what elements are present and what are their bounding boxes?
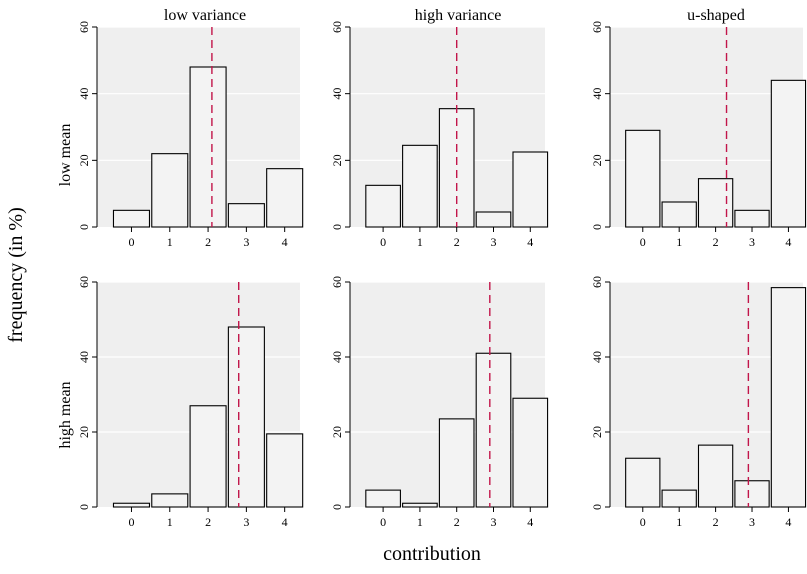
panel-r2-c2-bar-0 [365, 489, 401, 508]
panel-r2-c3-xtick-label-4: 4 [785, 515, 791, 529]
panel-r1-c2-bar-2 [438, 108, 475, 228]
panel-r1-c3-bar-2 [697, 178, 734, 228]
panel-r2-c1-bar-1 [151, 493, 189, 508]
panel-r2-c2-bar-3 [475, 352, 512, 508]
panel-r2-c2-xtick-label-4: 4 [527, 515, 533, 529]
panel-r1-c2-xtick-label-3: 3 [490, 235, 496, 249]
panel-r1-c3-ytick-label-3: 60 [590, 21, 604, 33]
panel-r2-c3-bar-2 [697, 444, 734, 508]
panel-r2-c3-bar-4 [770, 287, 807, 508]
panel-r2-c2: 0 20 40 60 0 1 2 3 4 [330, 276, 549, 529]
panel-r1-c2-bar-0 [365, 184, 401, 228]
panel-r1-c2-bar-1 [402, 144, 438, 228]
panel-r1-c1: 0 20 40 60 0 1 2 3 4 [77, 21, 304, 249]
panel-r2-c3: 0 20 40 60 0 1 2 3 4 [590, 276, 807, 529]
panel-r1-c2-ytick-label-3: 60 [330, 21, 344, 33]
panel-r1-c3-xtick-label-2: 2 [713, 235, 719, 249]
panel-r2-c3-ytick-label-0: 0 [590, 504, 604, 510]
panel-r2-c2-xtick-label-2: 2 [454, 515, 460, 529]
panel-r2-c3-ytick-label-1: 20 [590, 426, 604, 438]
panel-r2-c2-xtick-label-1: 1 [417, 515, 423, 529]
panel-r2-c1-bar-2 [189, 405, 227, 508]
panel-r2-c2-ytick-label-2: 40 [330, 351, 344, 363]
panel-r1-c3-ytick-label-1: 20 [590, 154, 604, 166]
panel-r1-c3-xtick-label-3: 3 [749, 235, 755, 249]
panel-r1-c2-ytick-label-1: 20 [330, 154, 344, 166]
panel-r2-c2-ytick-label-0: 0 [330, 504, 344, 510]
panel-r1-c1-xtick-label-1: 1 [167, 235, 173, 249]
panel-r2-c3-xtick-label-2: 2 [713, 515, 719, 529]
panel-r1-c1-bar-2 [189, 66, 227, 228]
row-title-1: low mean [57, 124, 74, 187]
panel-r2-c1: 0 20 40 60 0 1 2 3 4 [77, 276, 304, 529]
panel-r2-c3-xtick-label-1: 1 [676, 515, 682, 529]
panel-r1-c1-ytick-label-1: 20 [77, 154, 91, 166]
panel-r1-c1-bar-3 [227, 203, 265, 228]
row-title-2: high mean [57, 381, 74, 448]
panel-r2-c1-xtick-label-4: 4 [282, 515, 288, 529]
panel-r2-c3-bar-3 [734, 480, 770, 508]
panel-r2-c2-bar-1 [402, 502, 438, 508]
panel-r1-c3-xtick-label-0: 0 [640, 235, 646, 249]
panel-r2-c1-xtick-label-2: 2 [205, 515, 211, 529]
panel-r1-c1-xtick-label-3: 3 [243, 235, 249, 249]
panel-r2-c2-bar-4 [512, 397, 549, 508]
panel-r2-c3-xtick-label-3: 3 [749, 515, 755, 529]
panel-r2-c1-ytick-label-3: 60 [77, 276, 91, 288]
panel-r1-c1-ytick-label-0: 0 [77, 224, 91, 230]
y-axis-label: frequency (in %) [5, 207, 27, 343]
panel-r1-c1-bar-0 [112, 209, 151, 228]
panel-r2-c3-ytick-label-2: 40 [590, 351, 604, 363]
panel-r2-c1-ytick-label-0: 0 [77, 504, 91, 510]
panel-r1-c1-ytick-label-3: 60 [77, 21, 91, 33]
panel-r2-c3-bar-1 [661, 489, 697, 508]
panel-r1-c3-bar-0 [625, 129, 661, 228]
panel-r2-c2-xtick-label-3: 3 [490, 515, 496, 529]
panel-r2-c1-xtick-label-3: 3 [243, 515, 249, 529]
panel-r1-c2-bar-4 [512, 151, 549, 228]
panel-r1-c3-ytick-label-2: 40 [590, 88, 604, 100]
panel-r1-c2: 0 20 40 60 0 1 2 3 4 [330, 21, 549, 249]
col-title-1: low variance [164, 7, 246, 24]
panel-r2-c1-bar-0 [112, 502, 151, 508]
panel-r2-c2-xtick-label-0: 0 [380, 515, 386, 529]
panel-r2-c1-xtick-label-1: 1 [167, 515, 173, 529]
panel-r1-c1-bar-4 [266, 168, 304, 228]
panel-r1-c2-ytick-label-0: 0 [330, 224, 344, 230]
panel-r1-c2-bar-3 [475, 211, 512, 228]
panel-r1-c3: 0 20 40 60 0 1 2 3 4 [590, 21, 807, 249]
panel-r2-c1-ytick-label-1: 20 [77, 426, 91, 438]
panel-r1-c1-xtick-label-4: 4 [282, 235, 288, 249]
panel-r1-c2-xtick-label-4: 4 [527, 235, 533, 249]
panel-r2-c1-bar-3 [227, 326, 265, 508]
panel-r1-c1-xtick-label-2: 2 [205, 235, 211, 249]
panel-r2-c3-xtick-label-0: 0 [640, 515, 646, 529]
panel-r2-c2-ytick-label-3: 60 [330, 276, 344, 288]
panel-r1-c2-ytick-label-2: 40 [330, 88, 344, 100]
panel-r1-c2-xtick-label-0: 0 [380, 235, 386, 249]
panel-r2-c1-bar-4 [266, 433, 304, 508]
panel-r1-c1-xtick-label-0: 0 [128, 235, 134, 249]
col-title-2: high variance [415, 7, 502, 24]
panel-r2-c2-ytick-label-1: 20 [330, 426, 344, 438]
x-axis-label: contribution [383, 543, 481, 565]
col-title-3: u-shaped [687, 7, 745, 24]
panel-r1-c2-xtick-label-2: 2 [454, 235, 460, 249]
panel-r1-c1-ytick-label-2: 40 [77, 88, 91, 100]
panel-r2-c1-ytick-label-2: 40 [77, 351, 91, 363]
panel-r2-c3-bar-0 [625, 457, 661, 508]
panel-r1-c1-bar-1 [151, 153, 189, 228]
panel-r1-c3-xtick-label-4: 4 [785, 235, 791, 249]
panel-r2-c2-bar-2 [438, 418, 475, 508]
panel-r1-c2-xtick-label-1: 1 [417, 235, 423, 249]
panel-r1-c3-xtick-label-1: 1 [676, 235, 682, 249]
panel-r1-c3-ytick-label-0: 0 [590, 224, 604, 230]
panel-r1-c3-bar-4 [770, 79, 807, 228]
panel-r2-c1-xtick-label-0: 0 [128, 515, 134, 529]
panel-r1-c3-bar-1 [661, 201, 697, 228]
panel-r2-c3-ytick-label-3: 60 [590, 276, 604, 288]
panel-r1-c3-bar-3 [734, 209, 770, 228]
